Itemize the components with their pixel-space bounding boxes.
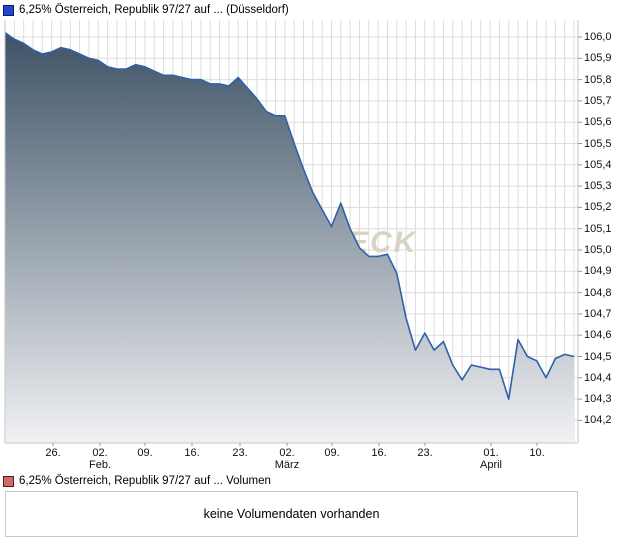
series-marker-icon: [3, 4, 14, 16]
y-tick-label: 105,4: [584, 158, 612, 171]
y-tick-label: 105,8: [584, 73, 612, 86]
x-tick-label: 09.: [137, 447, 153, 459]
x-tick-label: 02.: [92, 447, 108, 459]
price-line: [4, 32, 575, 400]
y-tick-label: 104,7: [584, 307, 612, 320]
y-tick-label: 105,2: [584, 201, 612, 214]
y-tick-label: 105,9: [584, 52, 612, 65]
y-tick-label: 104,5: [584, 350, 612, 363]
y-tick-label: 105,0: [584, 244, 612, 256]
y-tick-label: 104,9: [584, 265, 612, 278]
series-title: 6,25% Österreich, Republik 97/27 auf ...…: [19, 4, 289, 16]
x-month-label: März: [274, 459, 300, 471]
price-area: [5, 32, 574, 443]
volume-marker-icon: [3, 475, 14, 487]
x-month-label: April: [479, 459, 502, 471]
x-tick-label: 23.: [232, 447, 248, 459]
volume-panel: keine Volumendaten vorhanden: [5, 491, 578, 537]
x-tick-label: 23.: [417, 447, 433, 459]
y-tick-label: 104,2: [584, 414, 612, 427]
price-chart-panel: ECK 106,0 105,9 105,8 105,7 105,6 105,5 105,4 1…: [4, 20, 612, 471]
x-month-label: Feb.: [88, 459, 111, 471]
price-series: [4, 32, 575, 443]
y-tick-label: 104,3: [584, 393, 612, 406]
volume-legend: 6,25% Österreich, Republik 97/27 auf ...…: [3, 474, 271, 488]
chart-legend: 6,25% Österreich, Republik 97/27 auf ...…: [3, 3, 289, 17]
x-tick-label: 16.: [184, 447, 200, 459]
x-tick-label: 01.: [483, 447, 499, 459]
x-tick-label: 09.: [324, 447, 340, 459]
price-chart: ECK: [4, 20, 582, 446]
plot-frame: [4, 20, 582, 446]
y-tick-label: 104,6: [584, 329, 612, 342]
volume-title: 6,25% Österreich, Republik 97/27 auf ...…: [19, 475, 271, 487]
x-tick-label: 26.: [45, 447, 61, 459]
y-tick-label: 104,4: [584, 371, 612, 384]
x-tick-label: 10.: [529, 447, 545, 459]
x-tick-label: 16.: [371, 447, 387, 459]
no-volume-message: keine Volumendaten vorhanden: [203, 507, 380, 521]
y-tick-label: 105,7: [584, 94, 612, 107]
x-tick-label: 02.: [279, 447, 295, 459]
y-tick-label: 106,0: [584, 31, 612, 43]
y-tick-label: 104,8: [584, 286, 612, 299]
y-tick-label: 105,6: [584, 116, 612, 129]
y-tick-label: 105,3: [584, 180, 612, 193]
y-tick-label: 105,1: [584, 222, 612, 235]
y-tick-label: 105,5: [584, 137, 612, 150]
